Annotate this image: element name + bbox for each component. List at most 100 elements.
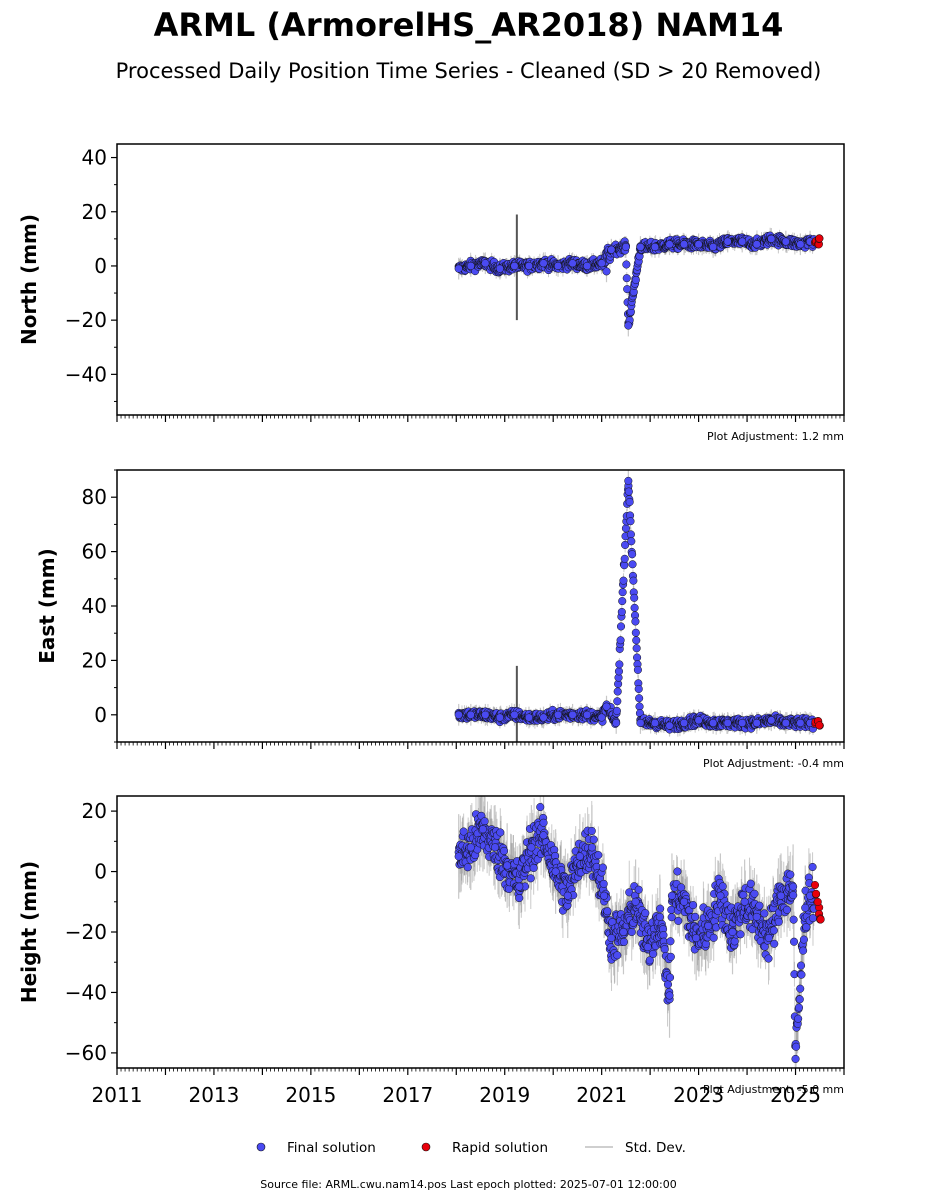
final-solution-point — [694, 716, 703, 725]
final-solution-point — [631, 628, 640, 637]
final-solution-point — [621, 242, 630, 252]
y-axis-label: Height (mm) — [17, 861, 41, 1003]
y-tick-label: 0 — [94, 860, 107, 884]
final-solution-point — [613, 697, 622, 706]
final-solution-point — [597, 713, 606, 722]
final-solution-point — [481, 710, 490, 719]
plot-adjustment-note: Plot Adjustment: -5.0 mm — [703, 1083, 844, 1096]
final-solution-point — [709, 242, 718, 252]
final-solution-point — [620, 554, 629, 563]
plot-area — [454, 214, 824, 337]
final-solution-point — [767, 716, 776, 725]
y-tick-label: 20 — [82, 799, 107, 823]
final-solution-point — [628, 560, 637, 569]
final-solution-point — [624, 321, 633, 330]
final-solution-point — [612, 718, 621, 728]
final-solution-point — [466, 261, 475, 271]
final-solution-point — [723, 718, 732, 728]
y-tick-label: 80 — [82, 485, 107, 509]
y-tick-label: 60 — [82, 540, 107, 564]
y-tick-label: 40 — [82, 146, 107, 170]
final-solution-point — [781, 718, 790, 728]
panel-1: 40 20 0 −20 −40 North (mm) Plot Adjustment: 1.… — [17, 143, 845, 443]
plot-frame — [116, 469, 845, 743]
panel-2: 80 60 40 20 0 East (mm) Plot Adjustment: -0.4 … — [35, 469, 845, 770]
final-solution-point — [626, 530, 635, 539]
final-solution-point — [752, 240, 761, 249]
y-axis-label: East (mm) — [35, 548, 59, 664]
final-solution-point — [632, 644, 641, 653]
final-solution-point — [709, 718, 718, 728]
final-solution-point — [539, 259, 548, 268]
y-tick-label: 40 — [82, 594, 107, 618]
final-solution-point — [510, 710, 519, 719]
final-solution-point — [454, 264, 463, 273]
final-solution-point — [583, 710, 592, 719]
final-solution-point — [636, 718, 645, 728]
final-solution-point — [627, 537, 636, 546]
final-solution-point — [796, 718, 805, 728]
final-solution-point — [466, 710, 475, 719]
plot-area — [454, 470, 824, 742]
final-solution-point — [631, 275, 640, 285]
final-solution-point — [616, 622, 626, 631]
final-solution-point — [622, 260, 631, 269]
final-solution-point — [626, 517, 635, 526]
final-solution-point — [583, 261, 592, 271]
final-solution-point — [597, 259, 606, 268]
final-solution-point — [636, 242, 645, 252]
final-solution-point — [602, 702, 611, 711]
final-solution-point — [625, 497, 634, 507]
final-solution-point — [553, 261, 563, 271]
y-tick-label: −40 — [65, 980, 107, 1004]
final-solution-point — [723, 237, 732, 246]
final-solution-point — [680, 718, 689, 728]
final-solution-point — [752, 718, 761, 728]
final-solution-point — [454, 710, 463, 719]
final-solution-point — [630, 593, 639, 602]
final-solution-point — [624, 487, 633, 496]
final-solution-point — [650, 242, 660, 252]
final-solution-point — [612, 706, 621, 715]
final-solution-point — [622, 274, 631, 283]
final-solution-point — [524, 261, 534, 271]
panel-3: 20 0 −20 −40 −60 Height (mm) Plot Adjustment: … — [17, 795, 845, 1107]
final-solution-point — [619, 576, 628, 585]
y-tick-label: −20 — [65, 308, 107, 332]
chart-subtitle: Processed Daily Position Time Series - C… — [116, 59, 822, 83]
final-solution-point — [694, 240, 703, 249]
final-solution-point — [614, 667, 623, 676]
final-solution-point — [618, 597, 627, 606]
y-tick-label: −40 — [65, 362, 107, 386]
panels: 40 20 0 −20 −40 North (mm) Plot Adjustment: 1.… — [17, 143, 845, 1107]
final-solution-point — [621, 540, 630, 549]
final-solution-point — [618, 588, 627, 597]
plot-area — [454, 796, 825, 1068]
final-solution-point — [568, 259, 577, 268]
final-solution-point — [617, 607, 626, 617]
y-axis-label: North (mm) — [17, 214, 41, 345]
final-solution-point — [665, 721, 674, 730]
final-solution-point — [634, 684, 643, 694]
rapid-solution-point — [815, 721, 824, 730]
final-solution-point — [607, 245, 616, 254]
y-tick-label: 20 — [82, 648, 107, 672]
final-solution-point — [635, 694, 644, 703]
final-solution-point — [481, 259, 490, 268]
final-solution-point — [630, 603, 639, 612]
y-tick-label: 20 — [82, 200, 107, 224]
final-solution-point — [615, 660, 624, 669]
final-solution-point — [524, 713, 534, 722]
final-solution-point — [738, 718, 747, 728]
final-solution-point — [568, 710, 577, 719]
final-solution-point — [767, 234, 776, 243]
y-tick-label: −20 — [65, 920, 107, 944]
plot-frame — [116, 143, 845, 416]
final-solution-point — [539, 713, 548, 722]
y-tick-label: −60 — [65, 1041, 107, 1065]
plot-adjustment-note: Plot Adjustment: -0.4 mm — [703, 757, 844, 770]
final-solution-point — [495, 713, 504, 722]
final-solution-point — [602, 267, 611, 276]
final-solution-point — [781, 237, 790, 246]
